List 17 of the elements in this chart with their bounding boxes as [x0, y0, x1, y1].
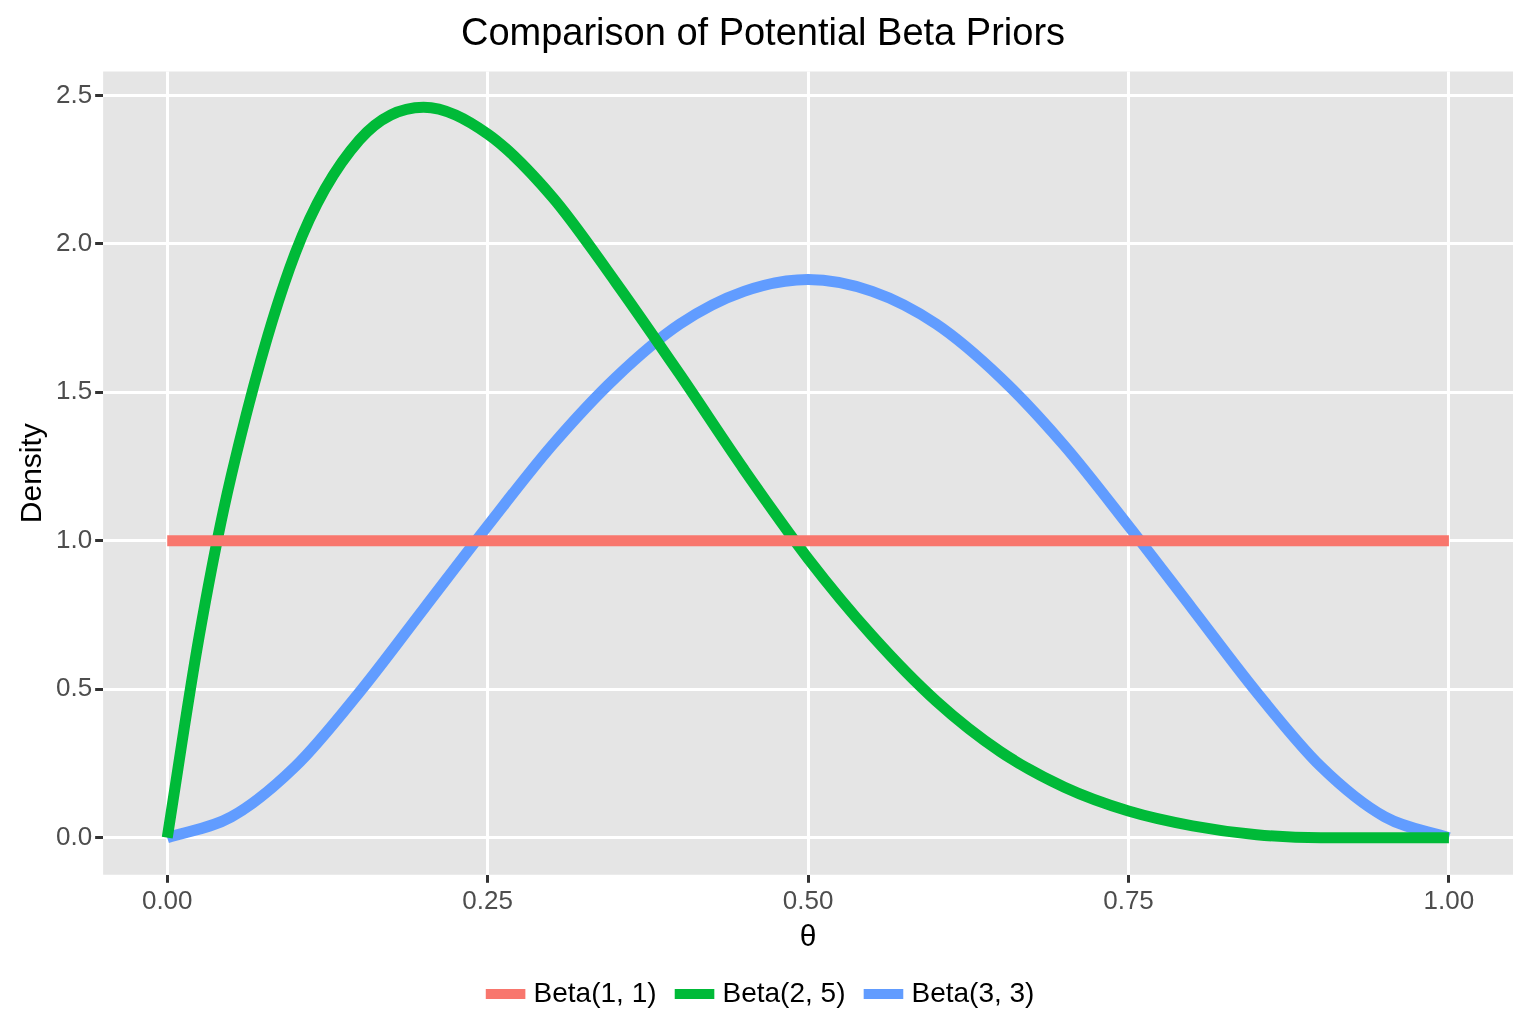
chart-title: Comparison of Potential Beta Priors [460, 11, 1066, 54]
x-tick-label: 1.00 [1423, 884, 1475, 915]
y-axis-title: Density [14, 423, 48, 524]
legend-label: Beta(2, 5) [722, 976, 846, 1008]
x-tick-label: 0.50 [782, 884, 834, 915]
x-tick-label: 0.25 [462, 884, 513, 915]
legend-label: Beta(3, 3) [911, 976, 1035, 1008]
y-tick-label: 2.0 [55, 226, 93, 257]
x-axis-title: θ [799, 919, 817, 953]
y-tick-label: 1.5 [55, 375, 93, 406]
x-tick-label: 0.75 [1103, 884, 1154, 915]
y-tick-label: 0.0 [55, 820, 93, 851]
y-tick-label: 0.5 [55, 672, 93, 703]
y-tick-label: 2.5 [55, 78, 93, 109]
legend-label: Beta(1, 1) [533, 976, 657, 1008]
y-tick-label: 1.0 [55, 523, 93, 554]
x-tick-label: 0.00 [141, 884, 193, 915]
